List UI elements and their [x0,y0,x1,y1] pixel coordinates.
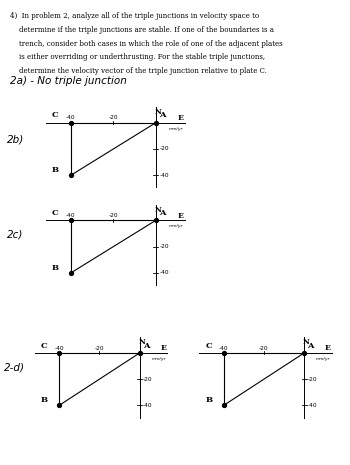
Text: determine the velocity vector of the triple junction relative to plate C.: determine the velocity vector of the tri… [10,67,267,75]
Text: -20: -20 [259,345,269,351]
Text: N: N [303,339,310,346]
Text: -40: -40 [308,403,317,408]
Text: E: E [160,344,166,352]
Text: -40: -40 [219,345,229,351]
Text: E: E [177,114,183,122]
Text: C: C [52,209,58,217]
Text: N: N [154,206,161,214]
Text: B: B [52,166,59,174]
Text: B: B [205,396,213,404]
Text: -20: -20 [159,146,169,152]
Text: is either overriding or underthrusting. For the stable triple junctions,: is either overriding or underthrusting. … [10,53,266,61]
Text: E: E [177,212,183,219]
Text: B: B [52,264,59,272]
Text: 2a) - No triple junction: 2a) - No triple junction [10,76,127,86]
Text: -20: -20 [108,115,118,120]
Text: -20: -20 [108,213,118,218]
Text: trench, consider both cases in which the role of one of the adjacent plates: trench, consider both cases in which the… [10,40,283,47]
Text: -20: -20 [143,377,153,382]
Text: mm/yr: mm/yr [152,357,166,361]
Text: A: A [159,209,166,217]
Text: B: B [41,396,48,404]
Text: A: A [307,342,314,350]
Text: C: C [205,342,212,350]
Text: -20: -20 [94,345,104,351]
Text: -40: -40 [66,213,76,218]
Text: 2b): 2b) [7,134,24,145]
Text: N: N [138,339,145,346]
Text: -20: -20 [308,377,317,382]
Text: C: C [41,342,48,350]
Text: -40: -40 [159,173,169,178]
Text: 4)  In problem 2, analyze all of the triple junctions in velocity space to: 4) In problem 2, analyze all of the trip… [10,12,260,20]
Text: determine if the triple junctions are stable. If one of the boundaries is a: determine if the triple junctions are st… [10,26,274,33]
Text: mm/yr: mm/yr [169,126,183,131]
Text: A: A [159,112,166,120]
Text: -40: -40 [159,270,169,275]
Text: -40: -40 [143,403,153,408]
Text: mm/yr: mm/yr [316,357,330,361]
Text: N: N [154,108,161,116]
Text: 2-d): 2-d) [4,362,24,372]
Text: E: E [324,344,330,352]
Text: C: C [52,112,58,120]
Text: 2c): 2c) [7,230,23,240]
Text: A: A [143,342,149,350]
Text: mm/yr: mm/yr [169,224,183,228]
Text: -40: -40 [54,345,64,351]
Text: -40: -40 [66,115,76,120]
Text: -20: -20 [159,244,169,249]
